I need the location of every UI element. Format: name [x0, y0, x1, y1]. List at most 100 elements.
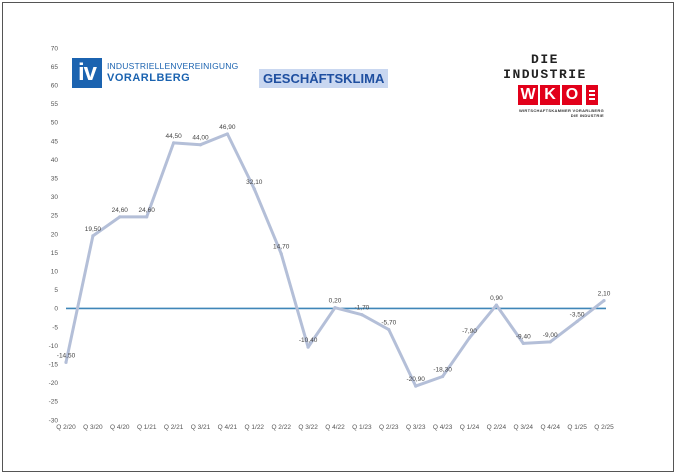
data-point	[91, 234, 95, 238]
data-point	[279, 252, 283, 256]
wko-letter-o: O	[562, 85, 582, 105]
data-point	[306, 345, 310, 349]
y-tick-label: -5	[52, 324, 58, 331]
data-label: 0,90	[490, 295, 503, 302]
x-tick-label: Q 4/20	[110, 424, 130, 431]
x-tick-label: Q 2/21	[164, 424, 184, 431]
wko-subtitle: WIRTSCHAFTSKAMMER VORARLBERG	[518, 108, 604, 113]
data-label: 19,50	[85, 226, 102, 233]
data-label: -7,90	[462, 328, 477, 335]
x-tick-label: Q 2/22	[271, 424, 291, 431]
data-point	[225, 132, 229, 136]
data-label: 24,60	[112, 207, 129, 214]
y-tick-label: 5	[54, 287, 58, 294]
crest-icon	[586, 85, 598, 105]
data-point	[467, 336, 472, 340]
y-tick-label: 15	[51, 250, 59, 257]
data-point	[548, 340, 552, 344]
y-tick-label: -15	[49, 362, 59, 369]
y-tick-label: 40	[51, 157, 59, 164]
y-tick-label: 25	[51, 213, 59, 220]
data-label: -5,70	[381, 320, 396, 327]
data-point	[145, 215, 149, 219]
iv-logo-line1: INDUSTRIELLENVEREINIGUNG	[107, 60, 239, 71]
x-tick-label: Q 1/21	[137, 424, 157, 431]
x-tick-label: Q 4/24	[540, 424, 560, 431]
data-point	[198, 143, 203, 147]
chart-title: GESCHÄFTSKLIMA	[259, 69, 389, 88]
y-tick-label: 70	[51, 45, 59, 52]
x-tick-label: Q 3/20	[83, 424, 103, 431]
y-tick-label: 30	[51, 194, 59, 201]
data-label: 2,10	[598, 291, 611, 298]
y-tick-label: -25	[49, 399, 59, 406]
x-tick-label: Q 2/23	[379, 424, 399, 431]
wko-letter-w: W	[518, 85, 538, 105]
x-tick-label: Q 3/22	[298, 424, 318, 431]
data-point	[521, 341, 525, 345]
y-tick-label: 60	[51, 83, 59, 90]
y-tick-label: 50	[51, 120, 59, 127]
data-label: -20,90	[406, 376, 425, 383]
x-tick-label: Q 2/20	[56, 424, 76, 431]
data-point	[414, 384, 418, 388]
data-label: -1,70	[354, 305, 369, 312]
data-label: -3,50	[570, 311, 585, 318]
x-tick-label: Q 4/23	[433, 424, 453, 431]
data-point	[252, 187, 256, 191]
data-label: 44,00	[192, 135, 209, 142]
x-tick-label: Q 3/23	[406, 424, 426, 431]
data-point	[118, 215, 122, 219]
wko-letters: W K O	[518, 85, 604, 105]
y-tick-label: 55	[51, 101, 59, 108]
data-label: 0,20	[329, 298, 342, 305]
wko-heading: DIE INDUSTRIE	[503, 52, 587, 82]
data-label: -10,40	[299, 337, 318, 344]
y-tick-label: -10	[49, 343, 59, 350]
wko-subtitle-2: DIE INDUSTRIE	[570, 113, 604, 118]
data-label: 32,10	[246, 179, 263, 186]
iv-logo-mark: iv	[72, 58, 102, 88]
y-tick-label: 65	[51, 64, 59, 71]
x-tick-label: Q 1/22	[245, 424, 265, 431]
x-tick-label: Q 3/21	[191, 424, 211, 431]
x-tick-label: Q 1/25	[567, 424, 587, 431]
data-label: 46,90	[219, 124, 236, 131]
x-tick-label: Q 2/24	[487, 424, 507, 431]
y-tick-label: 0	[54, 306, 58, 313]
data-label: 14,70	[273, 244, 290, 251]
wko-logo: DIE INDUSTRIE W K O WIRTSCHAFTSKAMMER VO…	[486, 52, 604, 118]
x-tick-label: Q 4/22	[325, 424, 345, 431]
data-point	[575, 319, 579, 324]
x-tick-label: Q 1/24	[460, 424, 480, 431]
y-tick-label: -20	[49, 380, 59, 387]
data-point	[360, 313, 364, 317]
x-tick-label: Q 4/21	[218, 424, 238, 431]
iv-logo: iv INDUSTRIELLENVEREINIGUNG VORARLBERG	[72, 58, 238, 88]
series-line	[64, 132, 605, 388]
data-label: 24,60	[139, 207, 156, 214]
iv-logo-text: INDUSTRIELLENVEREINIGUNG VORARLBERG	[107, 60, 239, 84]
x-tick-label: Q 3/24	[514, 424, 534, 431]
data-label: 44,50	[165, 133, 182, 140]
x-tick-label: Q 1/23	[352, 424, 372, 431]
axes: -30 -25 -20 -15 -10 -5 0 5 10 15 20 25 30 35 40 45 50 55 6…	[49, 45, 615, 431]
x-tick-label: Q 2/25	[594, 424, 614, 431]
data-point	[387, 328, 391, 332]
data-label: -9,40	[516, 333, 531, 340]
y-tick-label: 20	[51, 231, 59, 238]
data-point	[172, 141, 176, 145]
data-label: -9,00	[543, 332, 558, 339]
data-labels: -14,50 19,50 24,60 24,60 44,50 44,00 46,90 32,1…	[57, 124, 611, 388]
wko-letter-k: K	[540, 85, 560, 105]
data-label: -18,30	[433, 366, 452, 373]
y-tick-label: 45	[51, 138, 59, 145]
y-tick-label: 35	[51, 176, 59, 183]
y-tick-label: 10	[51, 269, 59, 276]
data-point	[333, 306, 337, 310]
y-tick-label: -30	[49, 417, 59, 424]
data-point	[494, 303, 498, 307]
data-point	[64, 360, 68, 364]
iv-logo-line2: VORARLBERG	[107, 71, 191, 84]
